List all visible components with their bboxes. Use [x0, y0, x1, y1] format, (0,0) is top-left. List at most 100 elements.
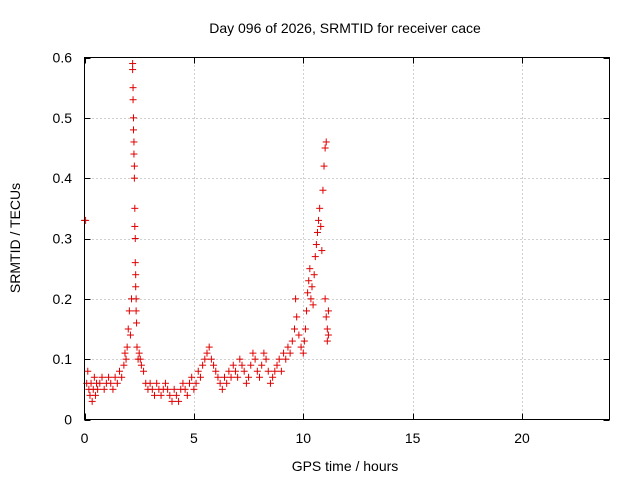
data-point: [170, 385, 178, 393]
data-point: [151, 391, 158, 399]
data-point: [124, 325, 132, 333]
data-point: [324, 307, 332, 315]
data-point: [256, 373, 263, 381]
data-point: [121, 349, 129, 357]
data-point: [161, 379, 169, 387]
x-tick-label: 15: [405, 430, 421, 446]
data-point: [130, 174, 138, 182]
data-point: [316, 204, 324, 212]
data-point: [129, 60, 137, 68]
data-point: [126, 331, 134, 339]
data-point: [120, 361, 128, 369]
data-point: [90, 373, 98, 381]
data-point: [133, 319, 141, 327]
data-point: [129, 84, 137, 92]
data-point: [214, 373, 222, 381]
data-point: [234, 373, 242, 381]
data-point: [88, 397, 96, 405]
y-tick-label: 0: [64, 412, 72, 428]
data-point: [131, 235, 139, 242]
data-point: [286, 349, 294, 357]
data-point: [304, 289, 312, 297]
data-point: [269, 373, 277, 381]
data-point: [317, 222, 325, 230]
data-point: [166, 391, 174, 399]
data-point: [312, 241, 320, 249]
data-point: [179, 379, 187, 387]
x-tick-label: 5: [190, 430, 198, 446]
data-point: [284, 343, 292, 351]
data-point: [318, 247, 326, 255]
data-point: [123, 343, 131, 351]
data-point: [225, 367, 233, 375]
data-point: [293, 313, 301, 321]
data-point: [303, 307, 311, 315]
y-tick-label: 0.3: [53, 231, 73, 247]
data-point: [133, 343, 141, 351]
data-point: [84, 367, 92, 375]
data-point: [194, 367, 202, 375]
data-point: [295, 331, 303, 339]
data-point: [130, 162, 138, 170]
data-point: [288, 337, 296, 345]
data-point: [122, 355, 130, 363]
data-point: [157, 391, 165, 399]
data-point: [82, 216, 90, 224]
data-point: [181, 385, 189, 393]
data-point: [277, 367, 285, 375]
data-point: [168, 397, 176, 405]
data-point: [249, 349, 257, 357]
data-point: [238, 361, 246, 369]
data-point: [324, 331, 332, 339]
data-point: [129, 66, 137, 74]
data-point: [311, 253, 319, 261]
data-point: [242, 379, 250, 387]
data-point: [251, 355, 259, 363]
data-point: [132, 295, 140, 303]
data-point: [172, 391, 180, 399]
data-point: [107, 379, 115, 387]
data-point: [245, 373, 253, 381]
y-axis-label: SRMTID / TECUs: [7, 183, 23, 293]
data-point: [175, 397, 183, 405]
data-point: [275, 355, 283, 363]
data-point: [231, 367, 239, 375]
data-point: [199, 361, 207, 369]
data-point: [292, 295, 300, 303]
data-point: [109, 385, 117, 393]
data-point: [218, 385, 226, 393]
data-point: [266, 379, 274, 387]
data-point: [301, 325, 309, 333]
data-point: [282, 355, 290, 363]
x-tick-label: 10: [295, 430, 311, 446]
data-point: [131, 204, 139, 212]
y-tick-label: 0.6: [53, 50, 73, 66]
data-point: [125, 307, 133, 315]
x-axis-ticks: 0 5 10 15 20: [81, 57, 530, 446]
data-point: [153, 379, 161, 387]
chart-title: Day 096 of 2026, SRMTID for receiver cac…: [209, 20, 481, 36]
data-point: [148, 385, 156, 393]
x-tick-label: 0: [81, 430, 89, 446]
data-point: [262, 355, 270, 363]
data-point: [240, 367, 248, 375]
y-tick-label: 0.2: [53, 291, 73, 307]
data-point: [291, 325, 298, 333]
data-point: [131, 259, 139, 267]
data-point: [273, 361, 281, 369]
data-point: [132, 283, 140, 291]
data-point: [183, 391, 191, 399]
data-point: [116, 367, 123, 375]
data-point: [271, 367, 279, 375]
x-tick-label: 20: [514, 430, 530, 446]
data-point: [94, 385, 102, 393]
data-point: [105, 373, 113, 381]
data-point: [192, 379, 200, 387]
data-point: [223, 379, 231, 387]
data-point: [137, 361, 145, 369]
data-point: [205, 343, 213, 351]
data-point: [130, 126, 137, 134]
data-point: [129, 96, 137, 104]
data-point: [315, 216, 323, 224]
data-point: [100, 385, 108, 393]
